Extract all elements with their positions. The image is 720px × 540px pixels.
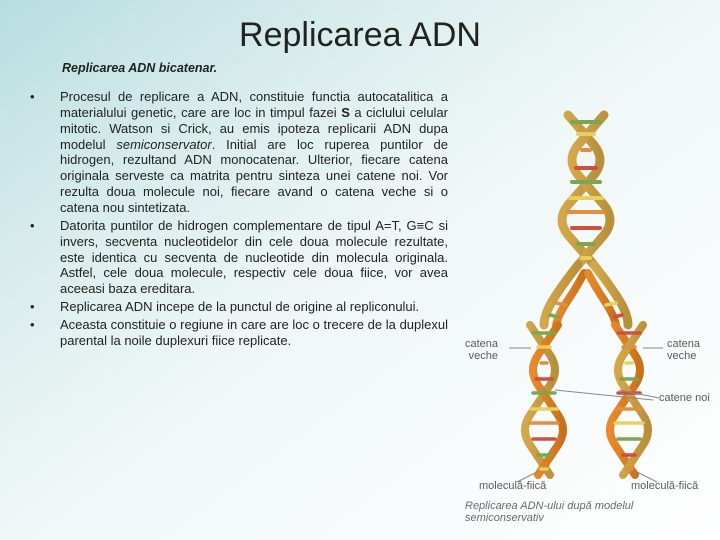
bullet-item: • Aceasta constituie o regiune in care a…	[28, 317, 448, 349]
bullet-item: • Replicarea ADN incepe de la punctul de…	[28, 299, 448, 315]
page-subtitle: Replicarea ADN bicatenar.	[62, 61, 720, 75]
bullet-marker: •	[28, 218, 60, 297]
label-catene-noi: catene noi	[659, 392, 710, 404]
bullet-marker: •	[28, 299, 60, 315]
bullet-text: Replicarea ADN incepe de la punctul de o…	[60, 299, 448, 315]
text-column: • Procesul de replicare a ADN, constitui…	[28, 89, 448, 351]
dna-helix-svg	[459, 110, 714, 520]
dna-figure: catenaveche catenaveche catene noi molec…	[459, 110, 714, 520]
label-catena-veche-right: catenaveche	[667, 338, 700, 362]
bullet-item: • Datorita puntilor de hidrogen compleme…	[28, 218, 448, 297]
label-molecula-fiica-right: moleculă-fiică	[631, 480, 698, 492]
label-molecula-fiica-left: moleculă-fiică	[479, 480, 546, 492]
bullet-marker: •	[28, 89, 60, 216]
bullet-text: Procesul de replicare a ADN, constituie …	[60, 89, 448, 216]
figure-caption: Replicarea ADN-ului după modelul semicon…	[465, 500, 710, 524]
parent-helix	[562, 115, 610, 265]
bullet-text: Datorita puntilor de hidrogen complement…	[60, 218, 448, 297]
page-title: Replicarea ADN	[0, 0, 720, 61]
bullet-marker: •	[28, 317, 60, 349]
daughter-helix-right	[610, 325, 648, 475]
bullet-text: Aceasta constituie o regiune in care are…	[60, 317, 448, 349]
replication-fork	[544, 265, 628, 325]
bullet-item: • Procesul de replicare a ADN, constitui…	[28, 89, 448, 216]
label-catena-veche-left: catenaveche	[465, 338, 498, 362]
